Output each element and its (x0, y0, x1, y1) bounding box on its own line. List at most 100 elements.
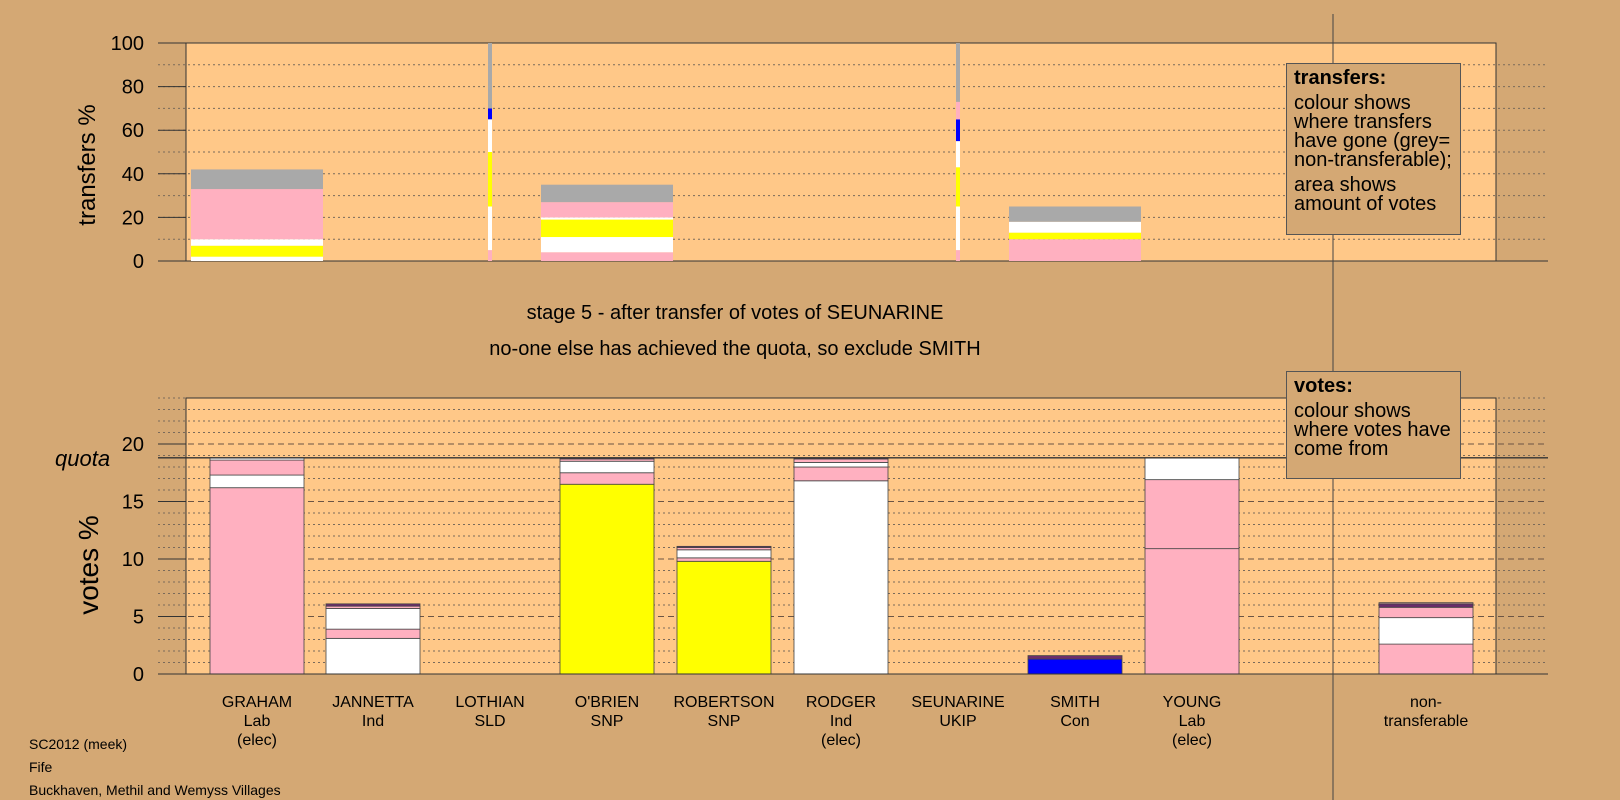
transfer-thin-segment (956, 141, 960, 168)
transfer-thin-segment (956, 101, 960, 120)
candidate-name-label: YOUNG (1163, 694, 1222, 711)
vote-bar-segment (1027, 658, 1123, 675)
candidate-name-label: RODGER (806, 694, 876, 711)
vote-bar-segment (793, 458, 889, 463)
votes-legend-title: votes: (1294, 375, 1353, 397)
vote-bar-segment (209, 474, 305, 489)
transfers-tick-label: 80 (122, 77, 144, 99)
transfer-thin-segment (956, 43, 960, 102)
transfer-thin-segment (956, 167, 960, 207)
footer-line-3: Buckhaven, Methil and Wemyss Villages (29, 782, 281, 798)
transfers-legend-text1: colour shows where transfers have gone (… (1294, 92, 1452, 171)
transfer-bar-segment (191, 245, 323, 257)
candidate-name-label: SMITH (1050, 694, 1100, 711)
vote-bar-segment (1378, 643, 1474, 675)
vote-bar-segment (1144, 479, 1240, 550)
votes-tick-label: 20 (122, 434, 144, 456)
vote-bar-segment (793, 480, 889, 675)
vote-bar-segment (1378, 603, 1474, 608)
transfers-tick-label: 0 (133, 251, 144, 273)
vote-bar-segment (793, 461, 889, 468)
transfer-bar-segment (541, 237, 673, 253)
candidate-name-label: non- (1410, 694, 1442, 711)
transfer-bar-segment (1009, 232, 1141, 240)
vote-bar-segment (793, 466, 889, 482)
votes-tick-label: 0 (133, 664, 144, 686)
transfers-legend-title: transfers: (1294, 67, 1387, 89)
footer-line-2: Fife (29, 759, 53, 775)
vote-bar-segment (1027, 655, 1123, 660)
transfers-tick-label: 20 (122, 207, 144, 229)
candidate-party-label: Ind (362, 713, 384, 730)
transfers-tick-label: 60 (122, 120, 144, 142)
transfer-bar-segment (541, 252, 673, 261)
transfer-thin-segment (488, 43, 492, 109)
votes-axis-title: votes % (73, 515, 104, 615)
transfer-bar-segment (191, 256, 323, 261)
candidate-name-label: LOTHIAN (455, 694, 524, 711)
transfer-thin-segment (488, 119, 492, 152)
vote-bar-segment (325, 603, 421, 607)
vote-bar-segment (559, 460, 655, 474)
vote-bar-segment (209, 487, 305, 675)
candidate-note-label: (elec) (237, 732, 277, 749)
transfers-legend-text2: area shows amount of votes (1294, 174, 1437, 215)
stage-caption: stage 5 - after transfer of votes of SEU… (526, 302, 944, 324)
transfers-legend: transfers: colour shows where transfers … (1286, 63, 1461, 235)
vote-bar-segment (1378, 606, 1474, 619)
votes-tick-label: 10 (122, 549, 144, 571)
vote-bar-segment (325, 628, 421, 639)
transfer-bar-segment (191, 189, 323, 240)
vote-bar-segment (1144, 548, 1240, 675)
footer-line-1: SC2012 (meek) (29, 736, 128, 752)
votes-tick-label: 5 (133, 607, 144, 629)
votes-tick-label: 15 (122, 492, 144, 514)
transfer-bar-segment (191, 169, 323, 190)
candidate-note-label: (elec) (821, 732, 861, 749)
transfers-axis-title: transfers % (74, 104, 101, 225)
vote-bar-segment (209, 459, 305, 476)
transfer-thin-segment (488, 250, 492, 261)
votes-legend-text1: colour shows where votes have come from (1294, 400, 1451, 460)
vote-bar-segment (325, 637, 421, 675)
vote-bar-segment (676, 557, 772, 562)
transfer-thin-segment (956, 119, 960, 142)
vote-bar-segment (559, 483, 655, 675)
vote-bar-segment (559, 472, 655, 485)
vote-bar-segment (1378, 602, 1474, 605)
vote-bar-segment (325, 608, 421, 630)
transfer-bar-segment (541, 202, 673, 218)
transfer-bar-segment (541, 217, 673, 220)
transfer-bar-segment (1009, 206, 1141, 222)
candidate-party-label: Lab (1179, 713, 1206, 730)
transfers-tick-label: 40 (122, 164, 144, 186)
vote-bar-segment (1144, 457, 1240, 481)
votes-legend: votes: colour shows where votes have com… (1286, 371, 1461, 479)
candidate-note-label: (elec) (1172, 732, 1212, 749)
candidate-party-label: Lab (244, 713, 271, 730)
transfer-thin-segment (956, 250, 960, 261)
transfer-thin-segment (488, 206, 492, 251)
transfer-thin-segment (488, 152, 492, 207)
transfer-thin-segment (956, 206, 960, 251)
candidate-name-label: GRAHAM (222, 694, 292, 711)
vote-bar-segment (676, 560, 772, 675)
action-caption: no-one else has achieved the quota, so e… (489, 338, 981, 360)
candidate-name-label: SEUNARINE (911, 694, 1004, 711)
candidate-name-label: JANNETTA (332, 694, 414, 711)
transfer-bar-segment (1009, 239, 1141, 261)
candidate-party-label: UKIP (939, 713, 976, 730)
candidate-party-label: SLD (474, 713, 505, 730)
vote-bar-segment (676, 549, 772, 559)
transfer-bar-segment (191, 239, 323, 246)
transfer-bar-segment (541, 219, 673, 238)
candidate-party-label: SNP (708, 713, 741, 730)
transfer-bar-segment (1009, 221, 1141, 233)
candidate-party-label: Ind (830, 713, 852, 730)
transfer-thin-segment (488, 108, 492, 120)
quota-label: quota (55, 446, 110, 471)
vote-bar-segment (676, 545, 772, 548)
candidate-party-label: Con (1060, 713, 1089, 730)
candidate-name-label: O'BRIEN (575, 694, 639, 711)
